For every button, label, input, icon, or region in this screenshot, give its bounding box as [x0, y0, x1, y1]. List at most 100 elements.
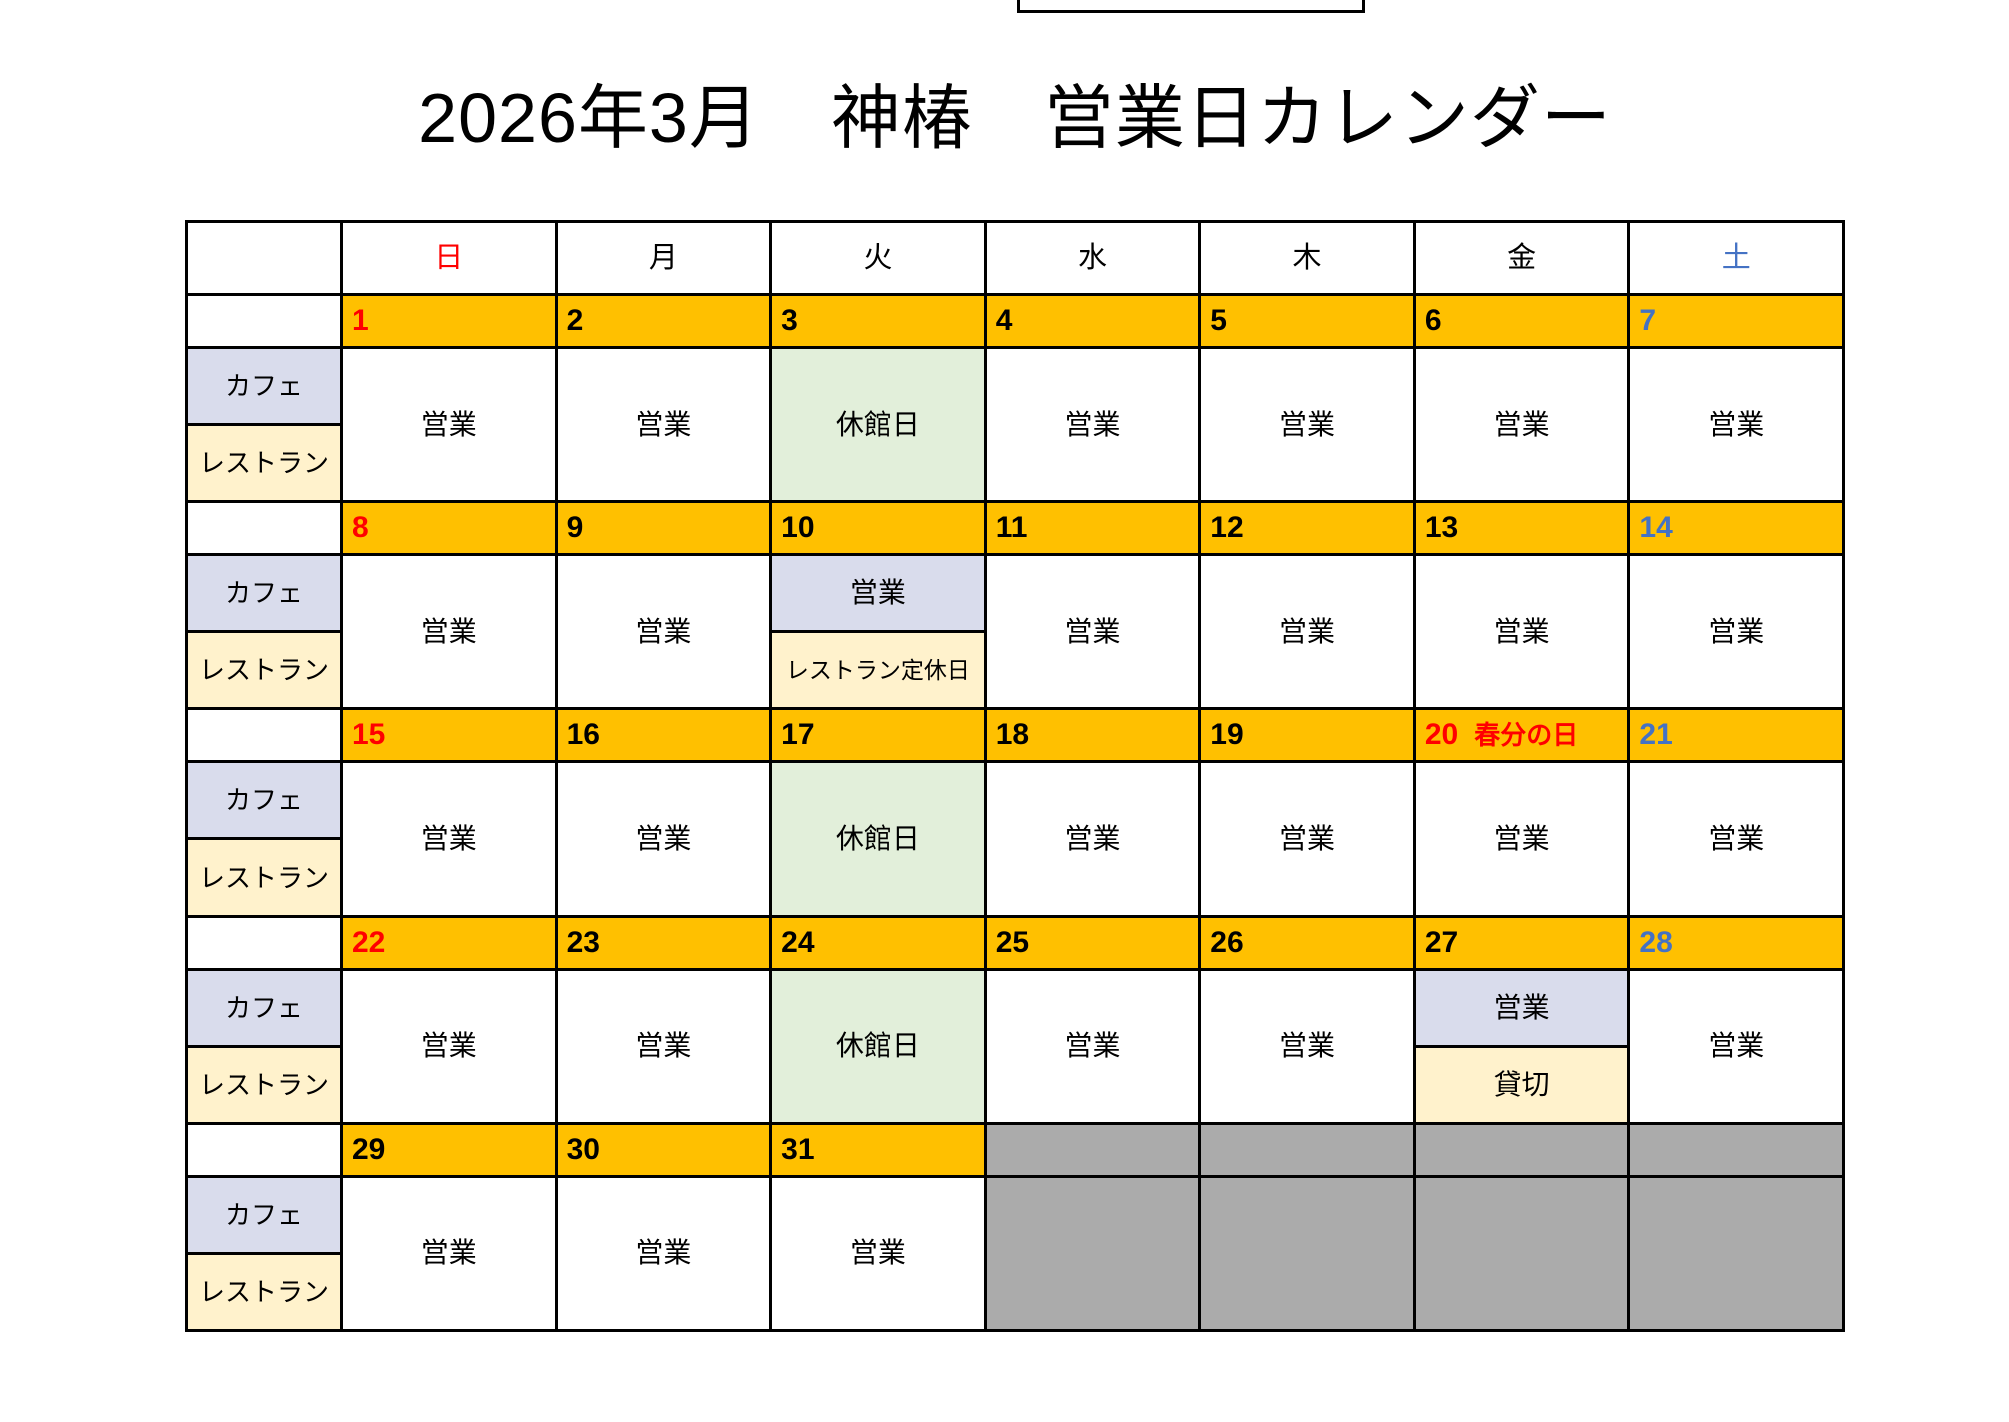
date-cell-holiday: 20 春分の日 — [1415, 710, 1628, 761]
status-cell-open: 営業 — [343, 556, 555, 708]
date-cell: 22 — [343, 917, 555, 968]
status-cell-open: 営業 — [986, 349, 1199, 501]
inactive-cell — [1415, 1177, 1628, 1329]
status-cell-open: 営業 — [1201, 556, 1413, 708]
weekday-header-thu: 木 — [1201, 223, 1413, 293]
date-cell: 23 — [557, 917, 770, 968]
calendar-table: 日 月 火 水 木 金 土 カフェ レストラン 1 2 3 4 5 6 7 営業… — [185, 220, 1845, 1332]
row-label-cafe: カフェ — [188, 1177, 340, 1252]
date-cell: 5 — [1201, 296, 1413, 346]
date-cell: 7 — [1630, 296, 1842, 346]
status-cell-open: 営業 — [986, 970, 1199, 1122]
date-cell: 30 — [557, 1124, 770, 1175]
status-cell-open: 営業 — [772, 1177, 984, 1329]
date-cell: 27 — [1415, 917, 1628, 968]
status-cell-open: 営業 — [1630, 763, 1842, 915]
date-cell: 1 — [343, 296, 555, 346]
row-label-cafe: カフェ — [188, 763, 340, 838]
date-cell: 21 — [1630, 710, 1842, 761]
status-cell-open: 営業 — [1201, 970, 1413, 1122]
status-cell-open: 営業 — [557, 556, 770, 708]
label-spacer-cell — [188, 296, 340, 346]
date-cell: 28 — [1630, 917, 1842, 968]
weekday-header-sun: 日 — [343, 223, 555, 293]
inactive-date-cell — [1201, 1124, 1413, 1175]
status-cell-cafe-open: 営業 — [772, 556, 984, 631]
inactive-cell — [1630, 1177, 1842, 1329]
status-cell-open: 営業 — [1201, 349, 1413, 501]
holiday-label: 春分の日 — [1474, 720, 1579, 751]
date-cell: 15 — [343, 710, 555, 761]
weekday-header-wed: 水 — [986, 223, 1199, 293]
status-cell-open: 営業 — [1415, 349, 1628, 501]
label-spacer-cell — [188, 917, 340, 968]
status-cell-closed: 休館日 — [772, 763, 984, 915]
status-cell-cafe-open: 営業 — [1415, 970, 1628, 1045]
status-cell-open: 営業 — [343, 763, 555, 915]
date-cell: 13 — [1415, 503, 1628, 554]
status-cell-restaurant-closed: レストラン定休日 — [772, 633, 984, 708]
status-cell-open: 営業 — [1630, 349, 1842, 501]
date-cell: 19 — [1201, 710, 1413, 761]
date-cell: 17 — [772, 710, 984, 761]
date-cell: 31 — [772, 1124, 984, 1175]
date-cell: 29 — [343, 1124, 555, 1175]
row-label-restaurant: レストラン — [188, 1047, 340, 1122]
weekday-header-sat: 土 — [1630, 223, 1842, 293]
row-label-restaurant: レストラン — [188, 633, 340, 708]
date-cell: 25 — [986, 917, 1199, 968]
status-cell-open: 営業 — [343, 970, 555, 1122]
status-cell-closed: 休館日 — [772, 349, 984, 501]
inactive-date-cell — [986, 1124, 1199, 1175]
row-label-restaurant: レストラン — [188, 1254, 340, 1329]
inactive-cell — [986, 1177, 1199, 1329]
date-cell: 2 — [557, 296, 770, 346]
top-cropped-box — [1017, 0, 1365, 13]
date-cell: 6 — [1415, 296, 1628, 346]
status-cell-open: 営業 — [343, 1177, 555, 1329]
label-spacer-cell — [188, 1124, 340, 1175]
label-spacer-cell — [188, 503, 340, 554]
weekday-header-mon: 月 — [557, 223, 770, 293]
page-title: 2026年3月 神椿 営業日カレンダー — [418, 79, 1612, 157]
header-corner-cell — [188, 223, 340, 293]
row-label-cafe: カフェ — [188, 556, 340, 631]
status-cell-open: 営業 — [557, 970, 770, 1122]
status-cell-open: 営業 — [1201, 763, 1413, 915]
status-cell-open: 営業 — [557, 349, 770, 501]
date-cell: 11 — [986, 503, 1199, 554]
date-cell: 16 — [557, 710, 770, 761]
date-cell: 24 — [772, 917, 984, 968]
status-cell-open: 営業 — [1630, 970, 1842, 1122]
status-cell-open: 営業 — [343, 349, 555, 501]
status-cell-open: 営業 — [986, 763, 1199, 915]
status-cell-open: 営業 — [986, 556, 1199, 708]
weekday-header-tue: 火 — [772, 223, 984, 293]
status-cell-open: 営業 — [557, 1177, 770, 1329]
status-cell-open: 営業 — [1415, 763, 1628, 915]
date-number: 20 — [1424, 718, 1459, 752]
row-label-restaurant: レストラン — [188, 840, 340, 915]
date-cell: 18 — [986, 710, 1199, 761]
date-cell: 9 — [557, 503, 770, 554]
status-cell-open: 営業 — [557, 763, 770, 915]
date-cell: 14 — [1630, 503, 1842, 554]
date-cell: 4 — [986, 296, 1199, 346]
date-cell: 26 — [1201, 917, 1413, 968]
status-cell-closed: 休館日 — [772, 970, 984, 1122]
date-cell: 8 — [343, 503, 555, 554]
status-cell-open: 営業 — [1630, 556, 1842, 708]
weekday-header-fri: 金 — [1415, 223, 1628, 293]
inactive-date-cell — [1630, 1124, 1842, 1175]
row-label-restaurant: レストラン — [188, 426, 340, 501]
date-cell: 3 — [772, 296, 984, 346]
inactive-cell — [1201, 1177, 1413, 1329]
inactive-date-cell — [1415, 1124, 1628, 1175]
label-spacer-cell — [188, 710, 340, 761]
row-label-cafe: カフェ — [188, 349, 340, 424]
date-cell: 10 — [772, 503, 984, 554]
row-label-cafe: カフェ — [188, 970, 340, 1045]
status-cell-restaurant-reserved: 貸切 — [1415, 1047, 1628, 1122]
status-cell-open: 営業 — [1415, 556, 1628, 708]
date-cell: 12 — [1201, 503, 1413, 554]
